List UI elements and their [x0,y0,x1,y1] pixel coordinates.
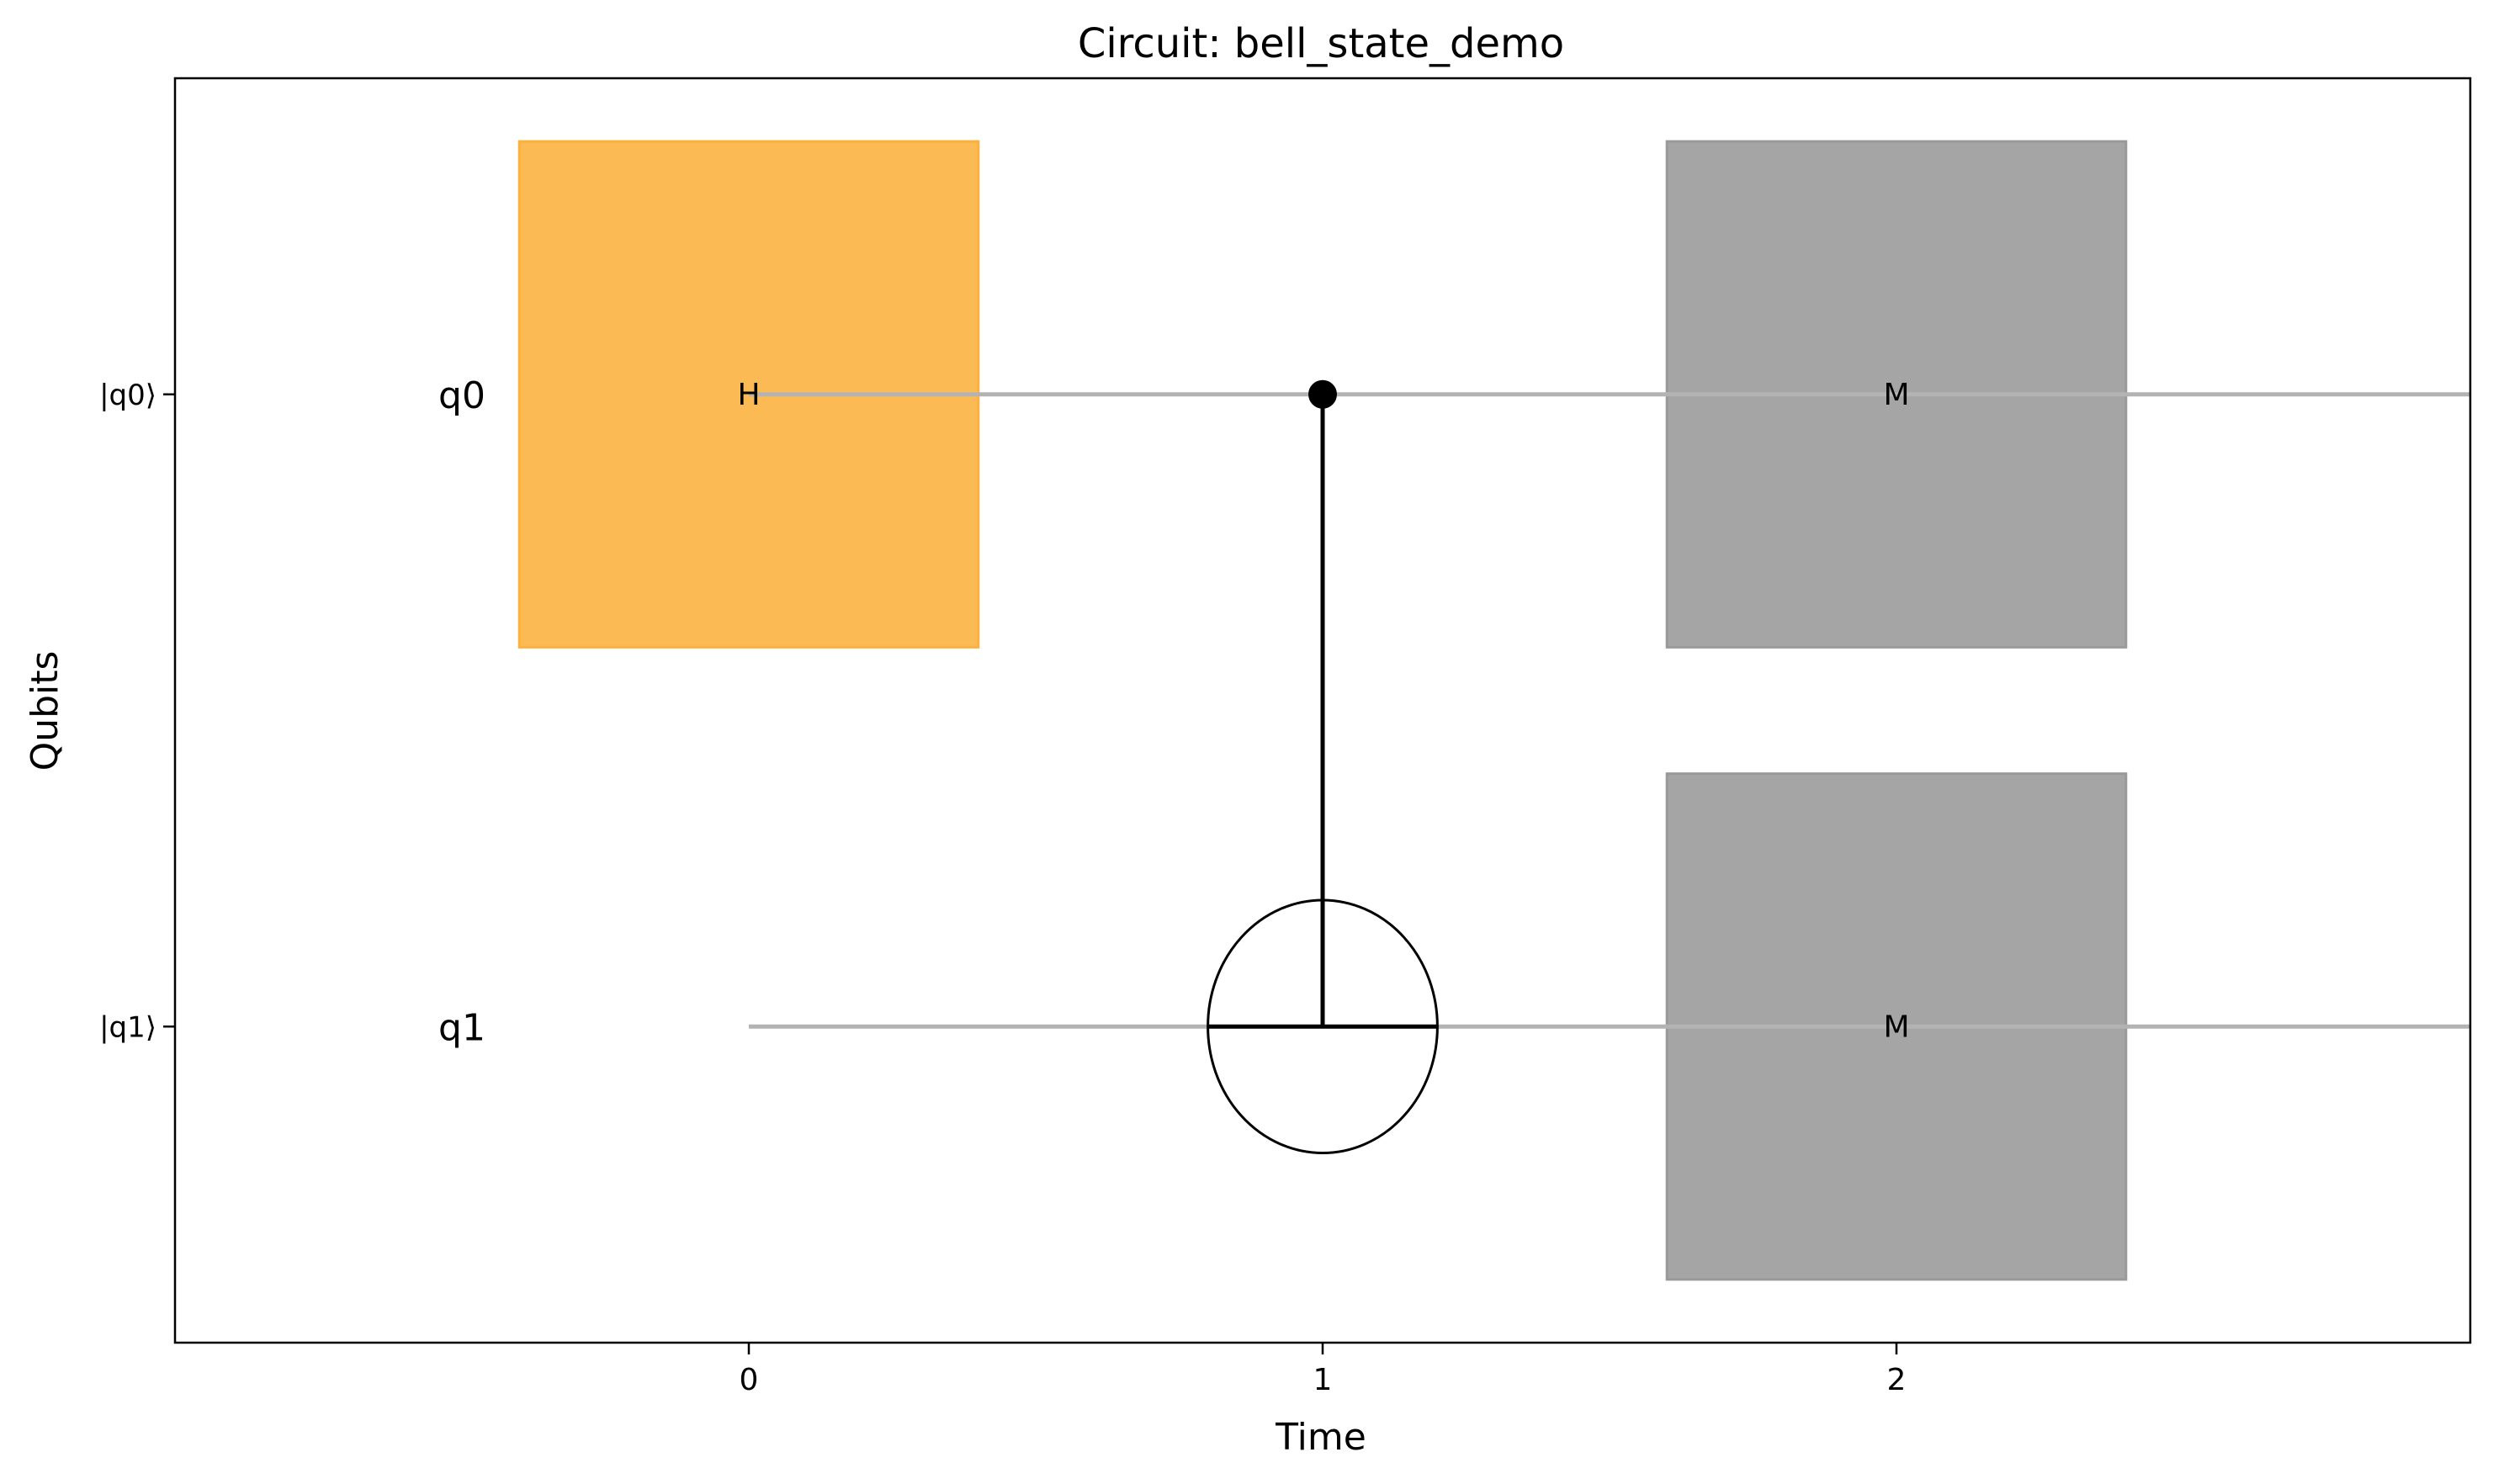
y-tick-label-q1: |q1⟩ [99,1010,156,1044]
x-axis-label: Time [1275,1416,1366,1459]
qubit-name-q0: q0 [438,374,485,417]
x-tick-label-2: 2 [1887,1363,1907,1397]
gate-label-m-q1: M [1883,1010,1909,1044]
y-axis-ticks: |q0⟩ |q1⟩ [99,379,175,1044]
y-tick-label-q0: |q0⟩ [99,379,156,412]
cnot-control-dot [1308,379,1337,409]
x-tick-label-0: 0 [740,1363,759,1397]
gate-label-m-q0: M [1883,378,1909,412]
qubit-names: q0 q1 [438,374,485,1050]
x-axis-ticks: 0 1 2 [740,1343,1907,1397]
gate-connectors [1207,379,1439,1155]
x-tick-label-1: 1 [1313,1363,1333,1397]
qubit-wires [749,392,2470,1029]
gate-labels: H M M [737,378,1909,1045]
qubit-name-q1: q1 [438,1006,485,1049]
gate-label-h-q0: H [737,378,760,412]
diagram-title: Circuit: bell_state_demo [1078,20,1564,67]
y-axis-label: Qubits [24,651,66,771]
